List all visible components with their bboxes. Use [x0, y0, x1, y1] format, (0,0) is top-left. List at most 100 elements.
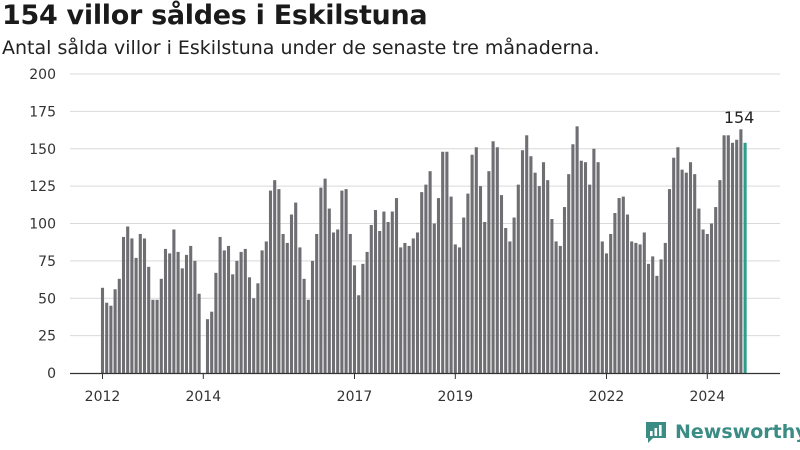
bar — [436, 198, 441, 373]
y-tick-labels: 0 25 50 75 100 125 150 175 200 — [29, 67, 56, 382]
bar — [159, 278, 163, 373]
bar — [739, 129, 743, 373]
bar — [394, 198, 399, 373]
bar — [239, 251, 243, 373]
bar — [298, 247, 302, 373]
bar — [571, 144, 575, 373]
bar — [730, 142, 735, 373]
y-tick-label: 125 — [29, 179, 56, 195]
bar — [176, 251, 180, 373]
bar — [735, 139, 739, 373]
y-tick-label: 100 — [29, 217, 56, 233]
bar — [273, 180, 277, 373]
bar — [323, 178, 327, 373]
bar — [336, 229, 340, 373]
bar — [197, 293, 201, 373]
bar — [399, 247, 403, 373]
bar — [516, 184, 520, 373]
bar — [117, 278, 121, 373]
bar — [247, 277, 252, 373]
chart-title: 154 villor såldes i Eskilstuna — [2, 0, 428, 31]
bar — [680, 169, 684, 373]
bar — [562, 207, 567, 373]
bar — [466, 193, 470, 373]
x-tick-labels: 2012 2014 2017 2019 2022 2024 — [85, 373, 725, 405]
bar — [462, 217, 466, 373]
bar — [474, 147, 478, 373]
bar — [495, 147, 499, 373]
y-tick-label: 150 — [29, 142, 56, 158]
bar — [386, 222, 390, 373]
bar — [651, 256, 655, 373]
bar — [243, 248, 247, 373]
bar — [520, 150, 525, 373]
bar — [487, 171, 491, 373]
bar — [617, 198, 621, 373]
bar — [319, 187, 323, 373]
newsworthy-logo-icon — [646, 422, 666, 443]
bar — [663, 242, 667, 373]
bar — [659, 259, 663, 373]
bar — [646, 263, 651, 373]
bar — [189, 245, 193, 373]
bar — [625, 214, 630, 373]
bar — [638, 244, 642, 373]
bar — [583, 162, 588, 373]
bar — [630, 241, 634, 373]
bar — [483, 222, 487, 373]
bar — [289, 214, 294, 373]
x-tick-label: 2024 — [689, 389, 725, 405]
bar — [155, 299, 159, 373]
bar — [231, 274, 235, 373]
bar — [109, 305, 113, 373]
bar — [541, 162, 546, 373]
bar — [281, 233, 285, 373]
bar — [701, 229, 705, 373]
newsworthy-logo: Newsworthy — [644, 420, 800, 444]
bar — [327, 208, 331, 373]
bar — [525, 135, 529, 373]
x-tick-label: 2022 — [589, 389, 625, 405]
bar — [306, 299, 310, 373]
bar — [193, 260, 197, 373]
bar — [222, 250, 226, 373]
bar — [390, 211, 394, 373]
x-tick-label: 2019 — [437, 389, 473, 405]
bar — [348, 233, 352, 373]
bar — [453, 244, 457, 373]
bar — [268, 190, 273, 373]
bar — [256, 283, 260, 373]
bar — [554, 241, 558, 373]
bar — [550, 219, 554, 373]
bar — [365, 251, 369, 373]
bar — [357, 295, 361, 373]
bar — [428, 171, 432, 373]
bar — [285, 242, 289, 373]
bar — [134, 257, 138, 373]
y-tick-label: 25 — [38, 329, 56, 345]
bar — [424, 184, 428, 373]
bar — [667, 189, 672, 373]
bar — [588, 184, 592, 373]
bar — [508, 241, 512, 373]
bar — [596, 162, 600, 373]
bar — [105, 302, 109, 373]
bar — [512, 217, 516, 373]
bar — [546, 180, 550, 373]
chart-subtitle: Antal sålda villor i Eskilstuna under de… — [2, 37, 600, 59]
x-tick-label: 2012 — [85, 389, 121, 405]
bar — [718, 180, 722, 373]
bar — [445, 151, 449, 373]
bar — [172, 229, 176, 373]
y-tick-label: 200 — [29, 67, 56, 83]
bar — [420, 192, 424, 373]
bar — [621, 196, 625, 373]
bar — [294, 202, 298, 373]
bar — [592, 148, 596, 373]
bar — [302, 278, 306, 373]
bar — [264, 241, 268, 373]
bar — [684, 172, 688, 373]
bar — [163, 248, 168, 373]
y-tick-label: 175 — [29, 104, 56, 120]
